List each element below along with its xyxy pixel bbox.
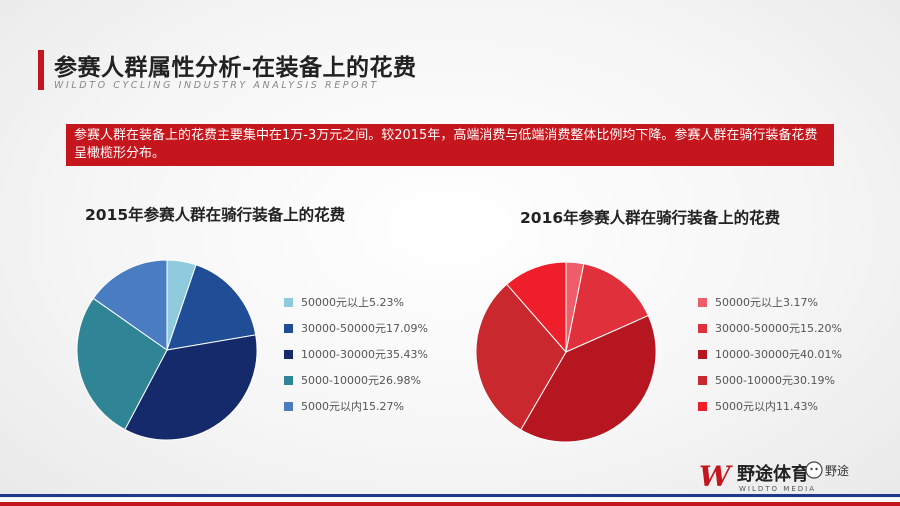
legend-value-0-1: 17.09% <box>385 321 428 335</box>
legend-value-0-0: 5.23% <box>369 295 404 309</box>
legend-label-0-1: 30000-50000元 <box>301 322 386 335</box>
chart-title-2015: 2015年参赛人群在骑行装备上的花费 <box>85 206 346 224</box>
pie-chart-2015 <box>76 259 258 441</box>
pie-slice-1-1 <box>565 263 649 353</box>
legend-label-0-0: 50000元以上 <box>301 296 369 309</box>
legend-swatch-1-1 <box>698 323 707 333</box>
pie-slice-0-2 <box>124 334 258 441</box>
legend-value-1-4: 11.43% <box>776 399 818 413</box>
legend-item-1-0: 50000元以上 3.17% <box>698 289 842 315</box>
legend-swatch-1-2 <box>698 349 707 359</box>
legend-item-1-3: 5000-10000元 30.19% <box>698 367 842 393</box>
pie-slice-1-3 <box>475 283 567 431</box>
wechat-label: 野途 <box>825 463 849 478</box>
pie-slice-0-1 <box>166 264 257 351</box>
legend-item-0-4: 5000元以内 15.27% <box>284 393 428 419</box>
legend-item-0-0: 50000元以上 5.23% <box>284 289 428 315</box>
page-title: 参赛人群属性分析-在装备上的花费 <box>54 55 417 81</box>
wildto-media-logo: W 野途体育 WILDTO MEDIA 野途 <box>699 460 849 493</box>
legend-value-1-1: 15.20% <box>799 321 842 335</box>
pie-slice-1-2 <box>520 314 657 443</box>
legend-item-0-3: 5000-10000元 26.98% <box>284 367 428 393</box>
logo-text: 野途体育 <box>737 463 809 485</box>
legend-item-1-2: 10000-30000元 40.01% <box>698 341 842 367</box>
legend-label-1-2: 10000-30000元 <box>715 348 800 361</box>
legend-item-0-2: 10000-30000元 35.43% <box>284 341 428 367</box>
footer-stripes <box>0 492 900 506</box>
legend-2016: 50000元以上 3.17% 30000-50000元 15.20% 10000-3… <box>698 289 842 419</box>
legend-swatch-1-3 <box>698 375 707 385</box>
pie-slice-1-4 <box>506 261 567 354</box>
legend-label-1-0: 50000元以上 <box>715 296 783 309</box>
legend-value-1-0: 3.17% <box>783 295 818 309</box>
logo-mark: W <box>699 460 733 493</box>
legend-value-0-2: 35.43% <box>385 347 428 361</box>
legend-swatch-0-0 <box>284 297 293 307</box>
legend-item-0-1: 30000-50000元 17.09% <box>284 315 428 341</box>
summary-banner: 参赛人群在装备上的花费主要集中在1万-3万元之间。较2015年，高端消费与低端消… <box>66 124 834 166</box>
legend-item-1-4: 5000元以内 11.43% <box>698 393 842 419</box>
legend-value-0-3: 26.98% <box>378 373 421 387</box>
pie-chart-2016 <box>475 261 657 443</box>
pie-slice-0-4 <box>92 259 168 351</box>
pie-slice-0-3 <box>76 297 168 431</box>
legend-swatch-1-0 <box>698 297 707 307</box>
legend-swatch-0-3 <box>284 375 293 385</box>
wechat-badge: 野途 <box>805 461 849 479</box>
legend-value-1-2: 40.01% <box>799 347 842 361</box>
title-accent-bar <box>38 50 44 90</box>
legend-swatch-0-2 <box>284 349 293 359</box>
legend-value-1-3: 30.19% <box>792 373 835 387</box>
legend-item-1-1: 30000-50000元 15.20% <box>698 315 842 341</box>
legend-label-1-1: 30000-50000元 <box>715 322 800 335</box>
legend-label-0-2: 10000-30000元 <box>301 348 386 361</box>
legend-swatch-1-4 <box>698 401 707 411</box>
legend-label-1-4: 5000元以内 <box>715 400 776 413</box>
legend-swatch-0-4 <box>284 401 293 411</box>
wechat-icon <box>805 461 823 479</box>
legend-swatch-0-1 <box>284 323 293 333</box>
legend-value-0-4: 15.27% <box>362 399 404 413</box>
legend-label-0-3: 5000-10000元 <box>301 374 379 387</box>
legend-2015: 50000元以上 5.23% 30000-50000元 17.09% 10000-3… <box>284 289 428 419</box>
legend-label-0-4: 5000元以内 <box>301 400 362 413</box>
legend-label-1-3: 5000-10000元 <box>715 374 793 387</box>
logo-subtext: WILDTO MEDIA <box>739 485 816 493</box>
page-subtitle: WILDTO CYCLING INDUSTRY ANALYSIS REPORT <box>54 80 379 91</box>
chart-title-2016: 2016年参赛人群在骑行装备上的花费 <box>520 209 781 227</box>
